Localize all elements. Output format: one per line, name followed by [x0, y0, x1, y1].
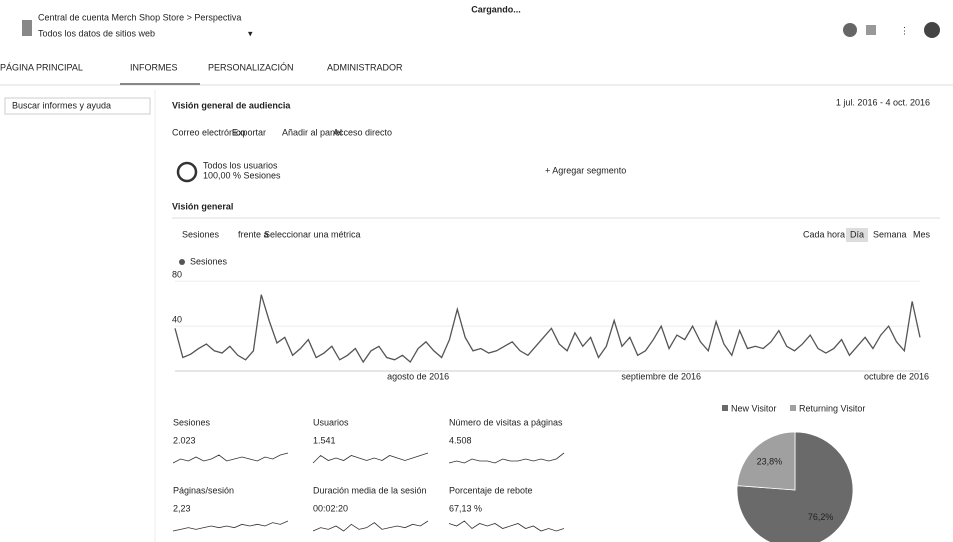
- breadcrumb[interactable]: Central de cuenta Merch Shop Store > Per…: [38, 12, 241, 22]
- metric-name: Número de visitas a páginas: [449, 417, 563, 427]
- sparkline: [172, 520, 289, 532]
- period-button[interactable]: Cada hora: [803, 229, 845, 239]
- y-tick-label: 80: [172, 270, 182, 280]
- metric-name: Sesiones: [173, 417, 211, 427]
- legend-swatch: [790, 405, 796, 411]
- x-tick-label: agosto de 2016: [387, 371, 449, 381]
- metric-value: 4.508: [449, 435, 472, 445]
- search-placeholder[interactable]: Buscar informes y ayuda: [12, 100, 111, 110]
- x-tick-label: octubre de 2016: [864, 371, 929, 381]
- y-tick-label: 40: [172, 314, 182, 324]
- add-segment[interactable]: + Agregar segmento: [545, 165, 626, 175]
- action-link[interactable]: Exportar: [232, 127, 266, 137]
- metric-name: Páginas/sesión: [173, 485, 234, 495]
- legend-label: Sesiones: [190, 256, 228, 266]
- legend-label: New Visitor: [731, 403, 776, 413]
- segment-detail: 100,00 % Sesiones: [203, 170, 281, 180]
- period-selected: [846, 228, 868, 242]
- metric-value: 1.541: [313, 435, 336, 445]
- period-button[interactable]: Día: [850, 229, 864, 239]
- segment-name[interactable]: Todos los usuarios: [203, 160, 278, 170]
- loading: Cargando...: [471, 4, 521, 14]
- slice-label: 76,2%: [808, 512, 834, 522]
- sparkline: [448, 520, 565, 532]
- nav-item[interactable]: INFORMES: [130, 62, 178, 72]
- legend-dot: [179, 259, 185, 265]
- x-tick-label: septiembre de 2016: [621, 371, 701, 381]
- menu-icon[interactable]: ⋮: [900, 25, 909, 35]
- sparkline: [312, 452, 429, 464]
- metric-value: 2,23: [173, 503, 191, 513]
- metric-value: 67,13 %: [449, 503, 482, 513]
- segment-circle: [176, 161, 198, 183]
- select-metric[interactable]: Seleccionar una métrica: [264, 229, 361, 239]
- slice-label: 23,8%: [757, 457, 783, 467]
- metric-name: Duración media de la sesión: [313, 485, 427, 495]
- metric-value: 00:02:20: [313, 503, 348, 513]
- metric-select[interactable]: Sesiones: [182, 229, 220, 239]
- dropdown-caret: ▾: [248, 28, 253, 38]
- logo: [22, 20, 32, 36]
- avatar[interactable]: [924, 22, 940, 38]
- metric-value: 2.023: [173, 435, 196, 445]
- icon[interactable]: [843, 23, 857, 37]
- sessions-line: [174, 294, 921, 364]
- tab[interactable]: Visión general: [172, 201, 233, 211]
- sparkline: [312, 520, 429, 532]
- action-link[interactable]: Añadir al panel: [282, 127, 342, 137]
- period-button[interactable]: Mes: [913, 229, 931, 239]
- legend-label: Returning Visitor: [799, 403, 865, 413]
- nav-item[interactable]: PERSONALIZACIÓN: [208, 62, 294, 72]
- metric-name: Porcentaje de rebote: [449, 485, 533, 495]
- action-link[interactable]: Acceso directo: [333, 127, 392, 137]
- nav-item[interactable]: PÁGINA PRINCIPAL: [0, 62, 83, 72]
- nav-item[interactable]: ADMINISTRADOR: [327, 62, 403, 72]
- pie-slice: [736, 431, 796, 491]
- sparkline: [172, 452, 289, 464]
- sparkline: [448, 452, 565, 464]
- property-title[interactable]: Todos los datos de sitios web: [38, 28, 155, 38]
- date-range[interactable]: 1 jul. 2016 - 4 oct. 2016: [836, 97, 930, 107]
- legend-swatch: [722, 405, 728, 411]
- apps-icon[interactable]: [866, 25, 876, 35]
- report-title: Visión general de audiencia: [172, 100, 291, 110]
- search-box[interactable]: [4, 97, 151, 115]
- period-button[interactable]: Semana: [873, 229, 907, 239]
- pie-slice: [736, 431, 854, 542]
- metric-name: Usuarios: [313, 417, 349, 427]
- action-link[interactable]: Correo electrónico: [172, 127, 246, 137]
- versus: frente a: [238, 229, 269, 239]
